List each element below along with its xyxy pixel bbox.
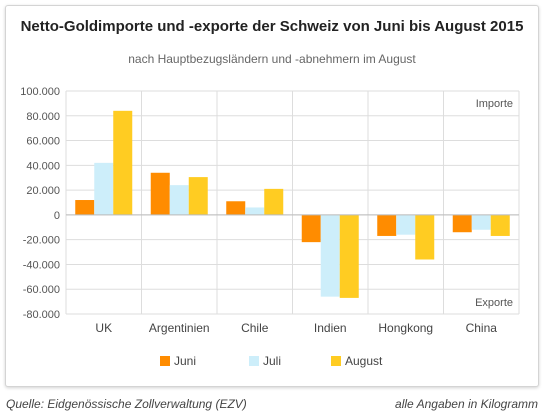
category-label: Hongkong [378,321,433,335]
legend-label-juni: Juni [174,354,196,368]
y-tick-label: 100.000 [20,86,60,98]
bar-august [188,177,208,215]
annotation-exporte: Exporte [475,297,513,309]
category-label: Indien [314,321,347,335]
units-note: alle Angaben in Kilogramm [395,397,538,411]
category-label: UK [95,321,112,335]
bar-juli [396,214,416,235]
bar-juli [169,185,189,215]
legend: Juni Juli August [160,354,383,368]
bar-juni [226,201,246,215]
y-tick-label: -80.000 [23,309,60,321]
category-label: China [466,321,498,335]
bar-juni [377,214,397,236]
bar-august [113,110,133,215]
grid-lines [65,90,520,315]
bar-juli [471,214,491,230]
chart-title: Netto-Goldimporte und -exporte der Schwe… [20,18,524,35]
legend-label-august: August [345,354,383,368]
bar-juli [94,162,114,215]
bar-juni [150,172,170,215]
y-tick-label: 60.000 [26,136,60,148]
legend-label-juli: Juli [263,354,281,368]
bar-august [490,214,510,236]
legend-swatch-juli [249,356,259,366]
legend-swatch-august [331,356,341,366]
y-axis-ticks: 100.000 80.000 60.000 40.000 20.000 0 -20.000 -… [20,86,60,321]
bar-juli [320,214,340,297]
chart-subtitle: nach Hauptbezugsländern und -abnehmern i… [128,52,416,66]
annotation-importe: Importe [476,98,513,110]
bars [75,110,510,298]
y-tick-label: -60.000 [23,284,60,296]
source-note: Quelle: Eidgenössische Zollverwaltung (E… [6,397,247,411]
bar-juni [452,214,472,233]
bar-august [415,214,435,260]
y-tick-label: 0 [54,210,60,222]
y-tick-label: -40.000 [23,259,60,271]
y-tick-label: 40.000 [26,160,60,172]
y-tick-label: 20.000 [26,185,60,197]
legend-swatch-juni [160,356,170,366]
bar-august [339,214,359,298]
category-labels: UK Argentinien Chile Indien Hongkong China [95,321,497,335]
bar-juni [75,200,95,215]
y-tick-label: 80.000 [26,111,60,123]
y-tick-label: -20.000 [23,235,60,247]
category-label: Argentinien [149,321,210,335]
bar-august [264,188,284,215]
bar-juli [245,207,265,215]
category-label: Chile [241,321,269,335]
bar-juni [301,214,321,243]
